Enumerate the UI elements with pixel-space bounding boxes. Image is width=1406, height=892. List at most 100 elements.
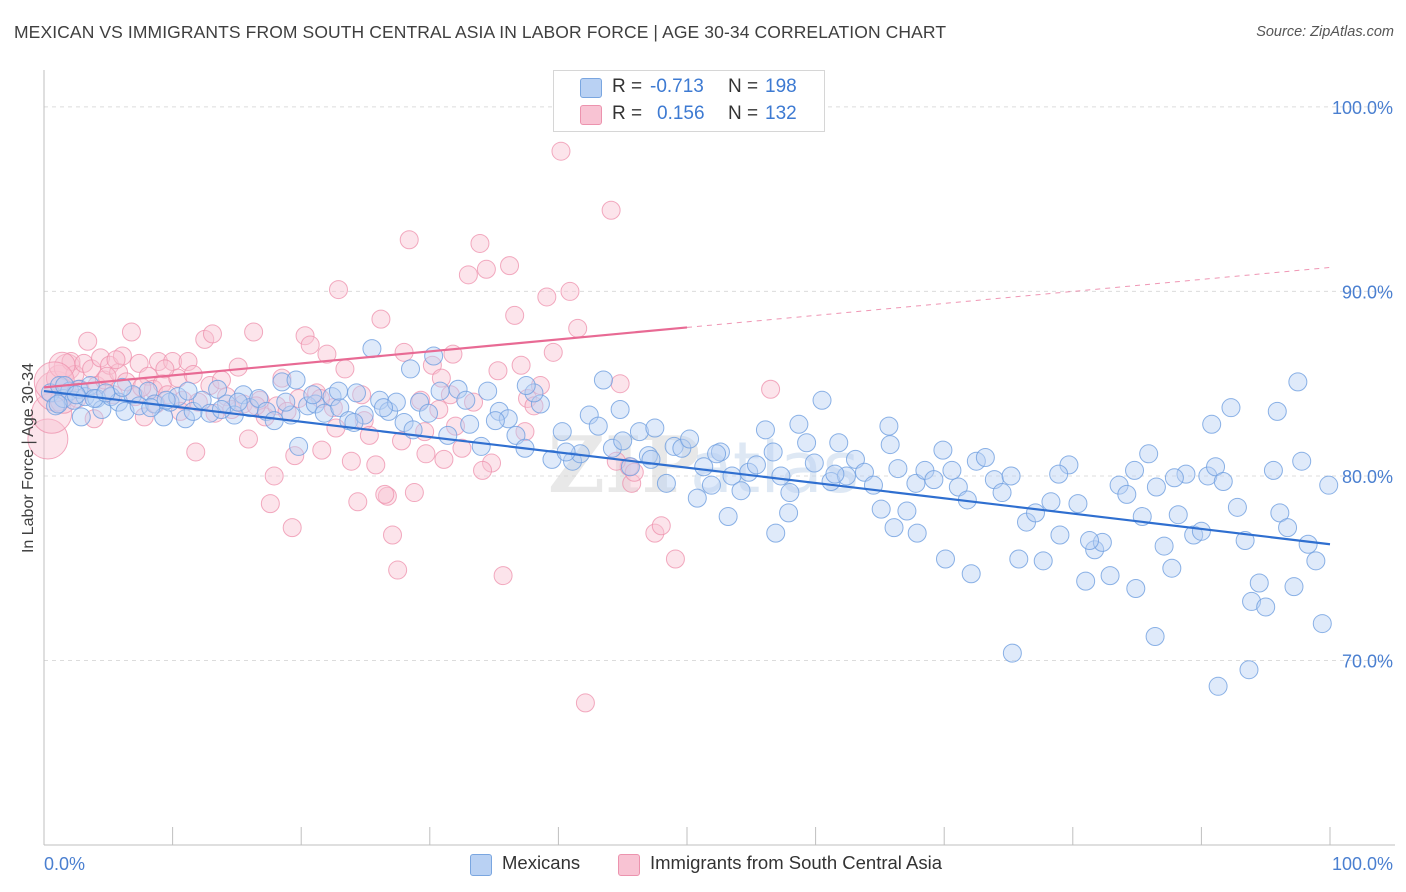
- mexicans-point: [1050, 525, 1070, 545]
- mexicans-point: [516, 376, 536, 396]
- mexicans-point: [1009, 549, 1029, 569]
- mexicans-point: [1278, 518, 1298, 538]
- immigrants-point: [500, 256, 520, 276]
- immigrants-point: [429, 400, 449, 420]
- mexicans-point: [602, 438, 622, 458]
- mexicans-point: [1026, 503, 1046, 523]
- mexicans-point: [460, 414, 480, 434]
- mexicans-point: [664, 436, 684, 456]
- mexicans-point: [935, 549, 955, 569]
- mexicans-point: [1117, 484, 1137, 504]
- immigrants-point: [575, 693, 595, 713]
- immigrants-point: [388, 560, 408, 580]
- immigrants-point: [665, 549, 685, 569]
- immigrants-point: [202, 324, 222, 344]
- mexicans-point: [1068, 494, 1088, 514]
- mexicans-point: [1049, 464, 1069, 484]
- legend-swatch-mexicans: [470, 854, 492, 876]
- immigrants-point: [761, 379, 781, 399]
- immigrants-point: [341, 451, 361, 471]
- immigrants-point: [78, 331, 98, 351]
- mexicans-point: [880, 435, 900, 455]
- mexicans-point: [552, 422, 572, 442]
- mexicans-point: [286, 370, 306, 390]
- tick-labels: 70.0% 80.0% 90.0% 100.0% 0.0% 100.0%: [44, 98, 1393, 874]
- watermark-atlas: atlas: [690, 427, 859, 509]
- mexicans-point: [593, 370, 613, 390]
- immigrants-point: [524, 396, 544, 416]
- mexicans-point: [1306, 551, 1326, 571]
- immigrants-point: [476, 259, 496, 279]
- mexicans-point: [48, 394, 68, 414]
- mexicans-point: [1206, 457, 1226, 477]
- immigrants-point: [106, 350, 126, 370]
- mexicans-point: [71, 407, 91, 427]
- immigrants-point: [392, 431, 412, 451]
- mexicans-point: [629, 422, 649, 442]
- mexicans-point: [771, 466, 791, 486]
- mexicans-point: [1242, 591, 1262, 611]
- mexicans-point: [1033, 551, 1053, 571]
- mexicans-point: [641, 449, 661, 469]
- mexicans-point: [208, 379, 228, 399]
- mexicans-point: [303, 385, 323, 405]
- mexicans-point: [1168, 505, 1188, 525]
- trend-lines: [43, 266, 1331, 546]
- mexicans-point: [906, 473, 926, 493]
- mexicans-point: [563, 451, 583, 471]
- mexicans-point: [314, 403, 334, 423]
- mexicans-point: [1239, 660, 1259, 680]
- immigrants-point: [121, 322, 141, 342]
- mexicans-point: [530, 394, 550, 414]
- immigrants-trend-extension: [686, 266, 1331, 328]
- mexicans-point: [975, 448, 995, 467]
- mexicans-point: [1126, 579, 1146, 599]
- immigrants-point: [488, 361, 508, 381]
- immigrants-point: [366, 455, 386, 475]
- mexicans-point: [168, 387, 188, 407]
- mexicans-point: [845, 449, 865, 469]
- mexicans-point: [942, 460, 962, 480]
- mexicans-point: [763, 442, 783, 462]
- mexicans-point: [1139, 444, 1159, 464]
- mexicans-point: [680, 429, 700, 449]
- mexicans-point: [829, 433, 849, 453]
- mexicans-point: [1256, 597, 1276, 617]
- mexicans-point: [1319, 475, 1339, 495]
- mexicans-point: [888, 459, 908, 479]
- immigrants-point: [458, 265, 478, 285]
- mexicans-point: [825, 464, 845, 484]
- immigrants-point: [651, 516, 671, 536]
- mexicans-trend-line: [43, 389, 1331, 546]
- immigrants-point: [244, 322, 264, 342]
- immigrants-point: [238, 429, 258, 449]
- immigrants-point: [129, 353, 149, 373]
- mexicans-point: [718, 507, 738, 527]
- mexicans-point: [1249, 573, 1269, 593]
- mexicans-point: [1288, 372, 1308, 392]
- mexicans-point: [924, 470, 944, 490]
- immigrants-point: [610, 374, 630, 394]
- source-label: Source: ZipAtlas.com: [1256, 24, 1394, 40]
- immigrants-point: [399, 230, 419, 250]
- mexicans-point: [1270, 503, 1290, 523]
- immigrants-point: [134, 407, 154, 427]
- immigrants-point: [560, 281, 580, 301]
- mexicans-point: [46, 396, 66, 416]
- mexicans-point: [1146, 477, 1166, 497]
- immigrants-point: [371, 309, 391, 329]
- legend-row-mexicans: R = -0.713 N = 198: [554, 75, 824, 99]
- mexicans-point: [1235, 531, 1255, 551]
- mexicans-point: [1292, 451, 1312, 471]
- mexicans-point: [123, 385, 143, 405]
- immigrants-point: [260, 494, 280, 514]
- mexicans-point: [1080, 531, 1100, 551]
- mexicans-point: [645, 418, 665, 438]
- mexicans-point: [739, 462, 759, 482]
- mexicans-point: [1312, 614, 1332, 634]
- mexicans-point: [789, 414, 809, 434]
- immigrants-point: [505, 305, 525, 325]
- x-tick-label-min: 0.0%: [44, 854, 85, 874]
- immigrants-point: [155, 359, 175, 379]
